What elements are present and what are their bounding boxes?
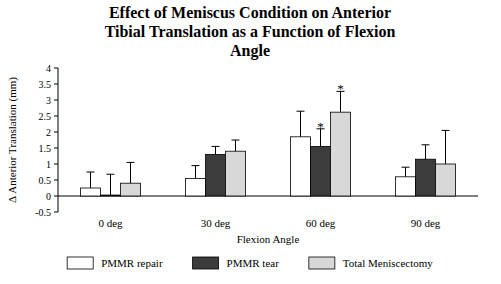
y-tick-label: 2 — [46, 127, 51, 138]
error-bar — [87, 172, 95, 188]
legend: PMMR repair PMMR tear Total Meniscectomy — [67, 257, 433, 269]
x-axis-label: Flexion Angle — [237, 233, 300, 245]
legend-swatch — [309, 257, 335, 269]
bar — [121, 183, 141, 196]
legend-item: PMMR repair — [67, 257, 163, 269]
error-bar — [422, 145, 430, 159]
error-cap — [402, 167, 410, 168]
y-tick-label: 1.5 — [39, 143, 52, 154]
x-tick-label: 60 deg — [306, 217, 336, 229]
error-bar — [127, 162, 135, 183]
error-cap — [87, 172, 95, 173]
error-stem — [300, 111, 301, 137]
bar — [416, 159, 436, 196]
y-tick — [54, 100, 58, 101]
error-bar — [297, 111, 305, 137]
bar — [331, 112, 351, 196]
y-tick-label: 3.5 — [39, 79, 52, 90]
error-bar — [192, 166, 200, 179]
y-axis — [58, 68, 59, 212]
annotation: * — [337, 81, 344, 96]
error-cap — [422, 144, 430, 145]
bar — [186, 178, 206, 196]
y-tick — [54, 180, 58, 181]
y-tick — [54, 116, 58, 117]
bars — [81, 91, 456, 196]
error-stem — [215, 146, 216, 154]
y-tick-label: 2.5 — [39, 111, 52, 122]
bar — [206, 154, 226, 196]
x-tick-label: 30 deg — [201, 217, 231, 229]
bar — [436, 164, 456, 196]
error-stem — [90, 172, 91, 188]
error-cap — [212, 146, 220, 147]
error-stem — [195, 166, 196, 179]
x-tick-label: 90 deg — [411, 217, 441, 229]
error-cap — [107, 174, 115, 175]
error-bar — [442, 130, 450, 164]
y-tick — [54, 68, 58, 69]
error-stem — [130, 162, 131, 183]
error-cap — [442, 130, 450, 131]
error-cap — [232, 140, 240, 141]
title: Effect of Meniscus Condition on Anterior… — [105, 4, 396, 60]
y-axis-label: Δ Anterior Translation (mm) — [6, 77, 19, 203]
y-tick — [54, 164, 58, 165]
error-bar — [402, 167, 410, 177]
x-tick-label: 0 deg — [98, 217, 123, 229]
bar — [226, 151, 246, 196]
y-tick-label: 4 — [46, 63, 51, 74]
y-tick — [54, 212, 58, 213]
annotation: * — [317, 119, 324, 134]
error-stem — [235, 140, 236, 151]
error-stem — [405, 167, 406, 177]
bar — [396, 177, 416, 196]
error-stem — [445, 130, 446, 164]
y-tick — [54, 196, 58, 197]
y-tick-label: 3 — [46, 95, 51, 106]
bar — [81, 188, 101, 196]
error-stem — [425, 145, 426, 159]
y-tick-label: 0 — [46, 191, 51, 202]
bar — [291, 137, 311, 196]
legend-label: PMMR tear — [227, 257, 280, 269]
error-bar — [232, 140, 240, 151]
y-tick-label: 1 — [46, 159, 51, 170]
error-bar — [107, 174, 115, 195]
legend-swatch — [67, 257, 93, 269]
y-tick — [54, 148, 58, 149]
y-tick-label: -0.5 — [35, 207, 51, 218]
legend-swatch — [193, 257, 219, 269]
legend-label: Total Meniscectomy — [343, 257, 433, 269]
chart: Effect of Meniscus Condition on Anterior… — [0, 0, 501, 284]
legend-item: Total Meniscectomy — [309, 257, 433, 269]
error-cap — [192, 165, 200, 166]
error-cap — [127, 162, 135, 163]
legend-label: PMMR repair — [101, 257, 163, 269]
error-stem — [110, 174, 111, 195]
bar — [311, 146, 331, 196]
error-cap — [297, 111, 305, 112]
error-bar — [212, 146, 220, 154]
y-tick-label: 0.5 — [39, 175, 52, 186]
y-tick — [54, 132, 58, 133]
legend-item: PMMR tear — [193, 257, 280, 269]
y-tick — [54, 84, 58, 85]
